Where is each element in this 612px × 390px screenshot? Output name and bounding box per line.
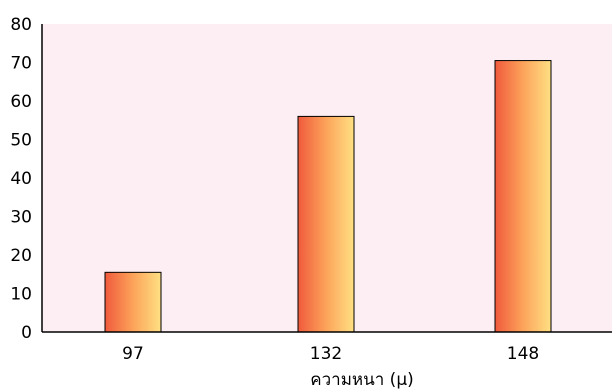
y-tick-label: 0 [21, 323, 32, 343]
bars-group [104, 60, 552, 333]
x-tick-label: 148 [507, 344, 539, 364]
y-tick-label: 40 [10, 169, 32, 189]
bar-148 [494, 60, 552, 333]
bar-132 [297, 115, 355, 333]
x-tick-labels: 97 132 148 [122, 344, 539, 364]
y-tick-label: 70 [10, 54, 32, 74]
y-tick-label: 20 [10, 246, 32, 266]
y-tick-label: 10 [10, 285, 32, 305]
x-tick-label: 97 [122, 344, 144, 364]
y-tick-label: 80 [10, 15, 32, 35]
y-tick-label: 30 [10, 208, 32, 228]
y-tick-label: 50 [10, 131, 32, 151]
x-tick-label: 132 [310, 344, 342, 364]
x-axis-title: ความหนา (μ) [310, 370, 414, 390]
bar-97 [104, 271, 162, 333]
y-tick-labels: 0 10 20 30 40 50 60 70 80 [10, 15, 32, 343]
y-tick-label: 60 [10, 92, 32, 112]
